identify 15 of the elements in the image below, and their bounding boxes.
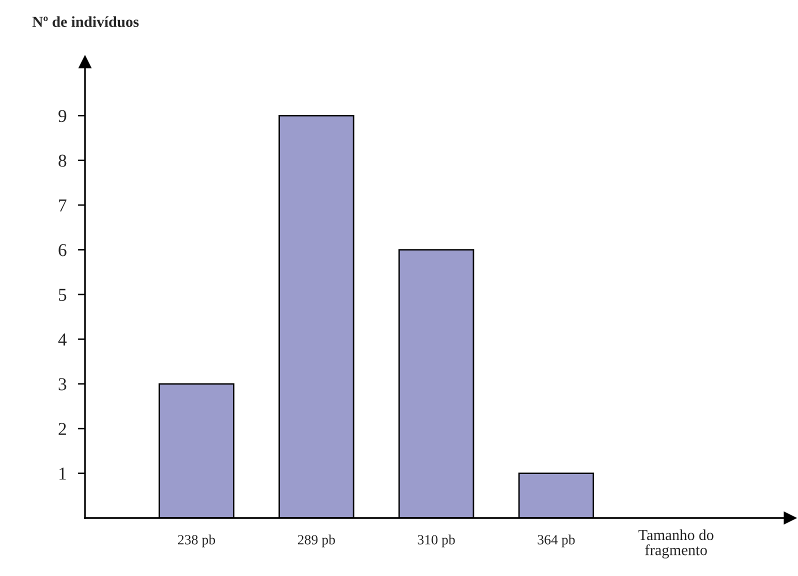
y-tick-label: 5: [58, 288, 66, 301]
y-tick-label: 4: [58, 334, 67, 346]
x-tick-label: 364 pb: [538, 534, 575, 548]
y-tick-label: 8: [58, 154, 66, 167]
y-tick-label: 3: [58, 378, 66, 390]
y-tick-label: 6: [58, 244, 66, 256]
x-tick-label: 289 pb: [298, 534, 335, 548]
x-tick-label: 310 pb: [418, 534, 455, 548]
y-tick-label: 2: [58, 422, 66, 435]
y-axis-title: Nº de indivíduos: [32, 16, 139, 28]
x-tick-label: 238 pb: [178, 534, 216, 548]
y-tick-label: 7: [59, 200, 66, 212]
y-tick-label: 9: [58, 110, 66, 122]
x-axis-title: Tamanho do fragmento: [638, 529, 714, 558]
y-tick-label: 1: [60, 468, 66, 480]
